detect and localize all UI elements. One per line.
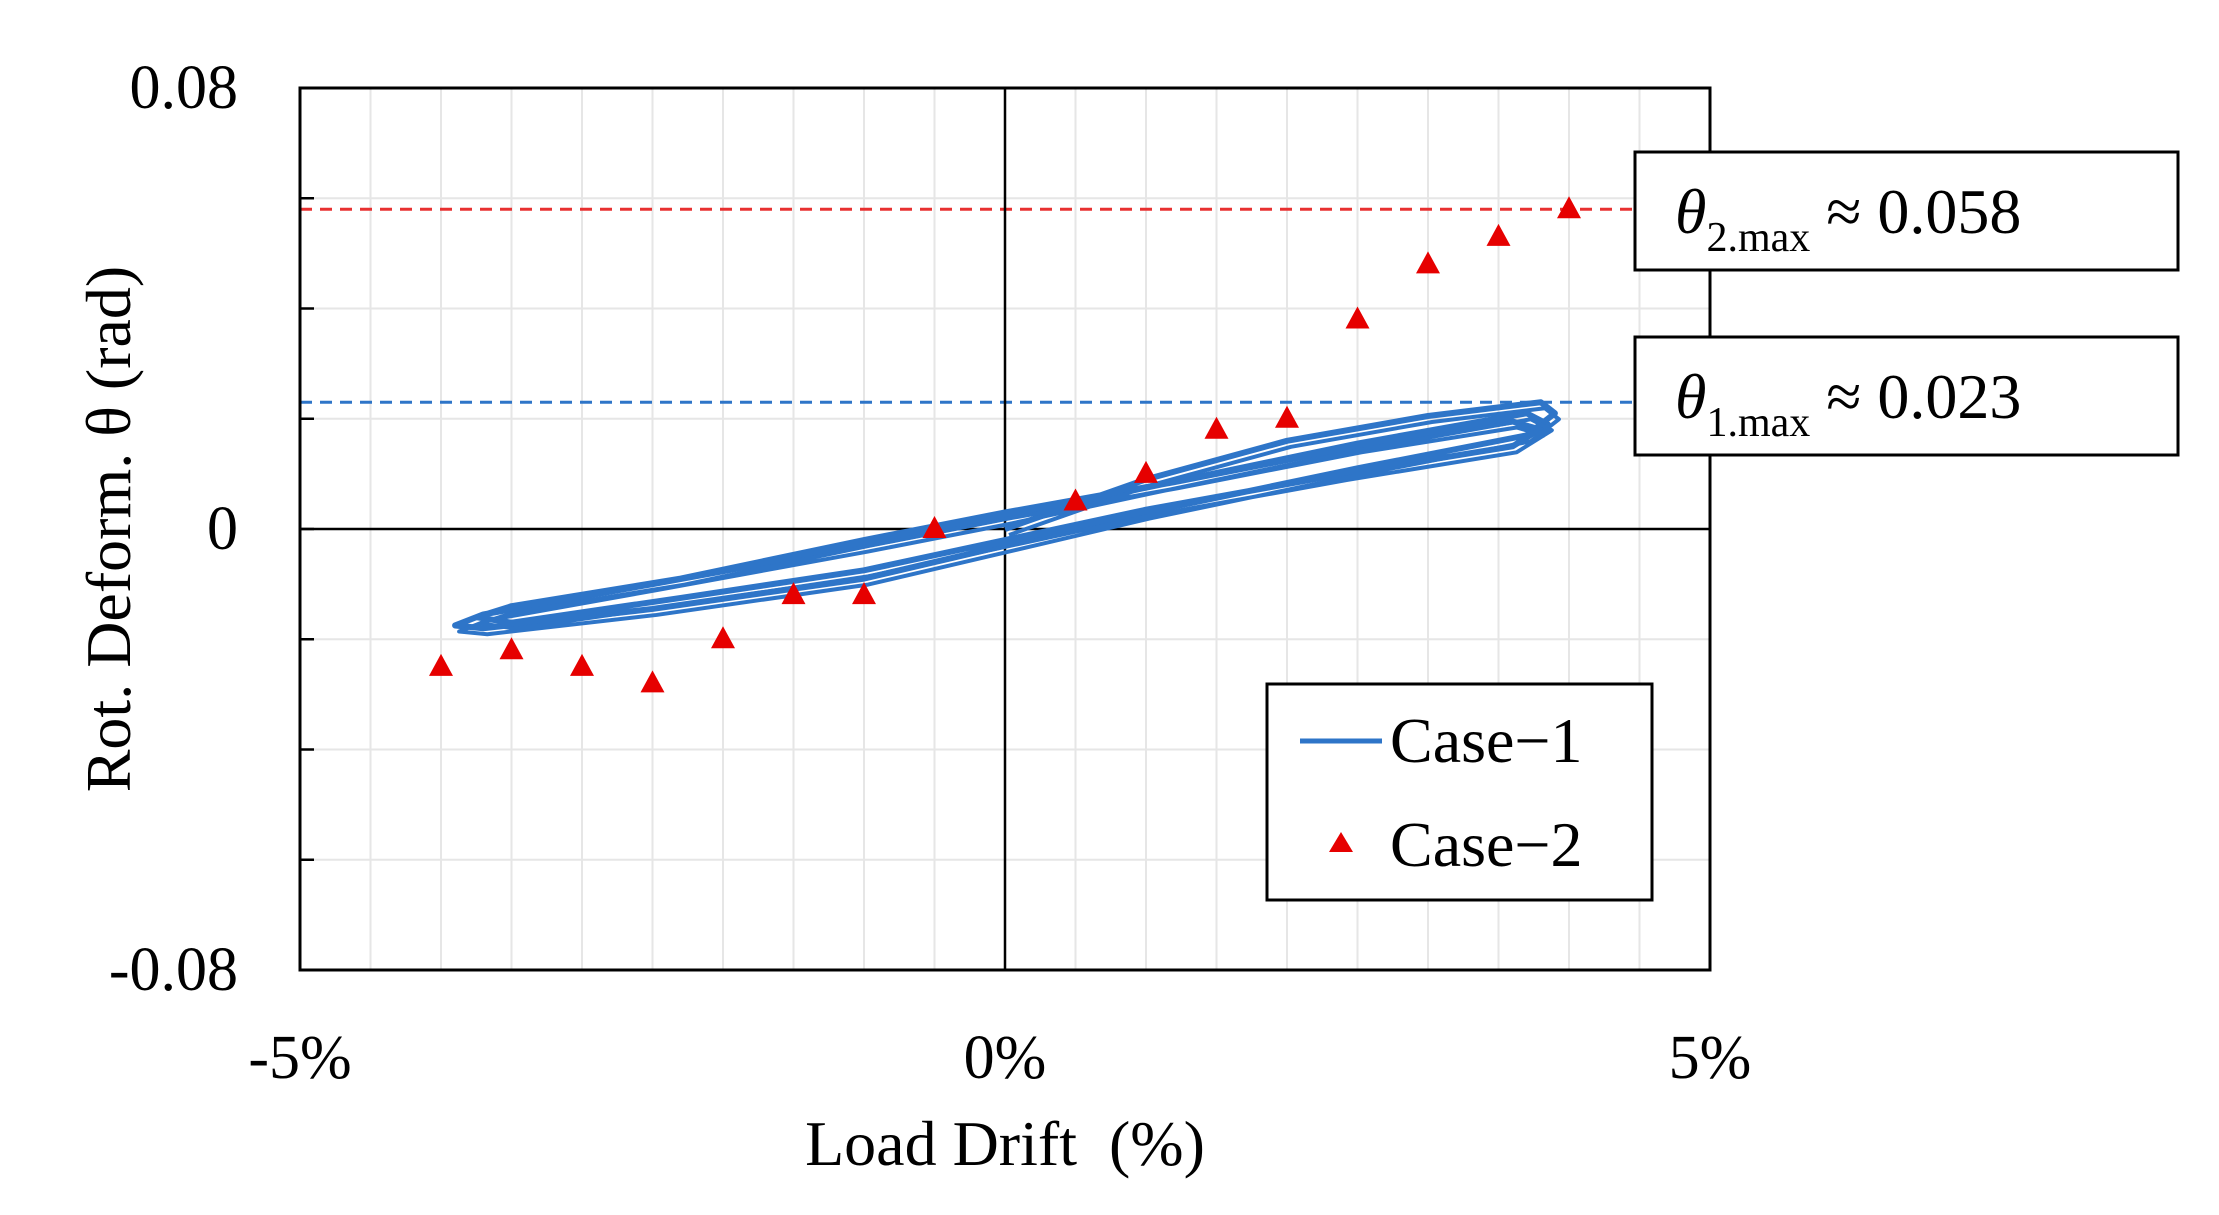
theta1-annotation-box <box>1633 335 2180 457</box>
y-tick-label: -0.08 <box>109 936 238 1004</box>
theta1-symbol: θ <box>1675 361 1706 432</box>
theta1-annotation: θ1.max ≈ 0.023 <box>1633 335 2180 457</box>
y-tick-label: 0.08 <box>130 54 239 122</box>
case-2-point <box>1345 306 1370 329</box>
theta2-annotation: θ2.max ≈ 0.058 <box>1633 150 2180 272</box>
reference-lines <box>300 207 1635 404</box>
legend-box <box>1265 682 1654 902</box>
x-tick-label: -5% <box>248 1024 351 1092</box>
theta2-symbol: θ <box>1675 176 1706 247</box>
series <box>429 196 1581 693</box>
case-2-point <box>570 653 594 676</box>
series-line-case-1-inner-loop <box>457 406 1561 637</box>
theta2-annotation-box <box>1633 150 2180 272</box>
case-2-point <box>429 653 453 676</box>
x-axis-title: Load Drift (%) <box>805 1108 1205 1179</box>
y-axis-title: Rot. Deform. θ (rad) <box>73 266 144 793</box>
case-2-point <box>852 582 876 605</box>
case-2-point <box>781 582 806 605</box>
legend-label-case-2: Case−2 <box>1390 809 1583 880</box>
legend-marker-case-2 <box>1329 832 1353 852</box>
svg-text:θ1.max ≈ 0.023: θ1.max ≈ 0.023 <box>1675 361 2021 446</box>
case-2-point <box>1204 416 1229 439</box>
case-2-point <box>1557 196 1581 219</box>
svg-text:θ2.max ≈ 0.058: θ2.max ≈ 0.058 <box>1675 176 2021 261</box>
case-2-point <box>640 670 665 693</box>
series-line-case-1 <box>452 399 1558 632</box>
case-2-point <box>922 516 947 538</box>
legend-label-case-1: Case−1 <box>1390 705 1583 776</box>
case-2-point <box>1275 405 1299 428</box>
case-2-point <box>1486 223 1511 246</box>
case-2-point <box>711 626 735 649</box>
legend: Case−1 Case−2 <box>1265 682 1654 902</box>
case-2-point <box>1063 488 1088 511</box>
theta1-subscript: 1.max <box>1706 400 1810 446</box>
theta2-subscript: 2.max <box>1706 215 1810 261</box>
case-2-point <box>499 637 524 660</box>
y-tick-label: 0 <box>207 495 238 563</box>
case-2-point <box>1134 460 1158 483</box>
x-tick-label: 0% <box>964 1024 1047 1092</box>
theta1-value: ≈ 0.023 <box>1810 361 2021 432</box>
theta2-value: ≈ 0.058 <box>1810 176 2021 247</box>
x-tick-label: 5% <box>1669 1024 1752 1092</box>
case-2-point <box>1416 251 1440 274</box>
